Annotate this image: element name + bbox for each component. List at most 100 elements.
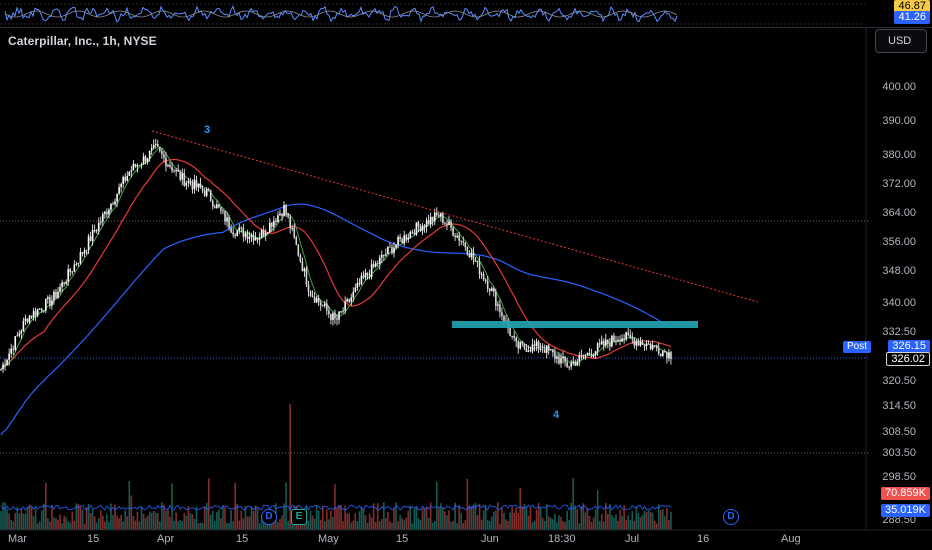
volume-bar [529,507,532,530]
candle-body [440,213,442,217]
volume-bar [458,505,460,530]
volume-bar [283,503,285,530]
candle-body [639,342,642,346]
volume-bar [154,512,157,530]
volume-bar [440,503,442,530]
candle-body [234,234,236,236]
volume-bar [24,513,27,530]
oscillator-value-top: 46.87 [894,0,930,13]
candle-body [326,303,328,311]
currency-button[interactable]: USD [875,29,927,53]
volume-bar [114,504,116,530]
volume-bar [191,514,194,530]
volume-bar [427,517,430,530]
volume-bar [368,513,371,530]
volume-bar [431,522,434,530]
candle-body [594,351,597,355]
volume-bar [134,520,137,530]
volume-ma-line [0,504,672,512]
volume-bar [102,515,104,530]
volume-bar [411,523,414,530]
candle-body [244,233,247,237]
candle-body [535,341,538,347]
volume-bar [181,521,184,530]
candle-body [576,361,579,366]
dividend-marker[interactable]: D [261,509,277,525]
candle-body [81,252,84,254]
candle-body [431,216,434,221]
earnings-marker[interactable]: E [291,509,307,525]
candle-body [513,335,515,338]
volume-bar [421,508,424,530]
volume-bar [482,510,485,530]
volume-bar [484,504,487,530]
volume-bar [395,502,397,530]
candle-body [167,165,169,167]
candle-body [150,147,153,151]
price-tick: 320.50 [882,375,916,387]
volume-bar [214,521,216,530]
candle-body [240,227,243,229]
volume-bar [662,509,664,530]
volume-bar [645,512,648,530]
price-tick: 380.00 [882,149,916,161]
volume-bar [570,502,572,530]
volume-bar [543,520,546,530]
volume-bar [533,520,536,530]
volume-bar [163,504,165,530]
volume-bar [161,502,163,530]
volume-bar [271,521,273,530]
candle-body [0,369,2,370]
resistance-zone[interactable] [452,321,698,328]
candle-body [102,214,104,222]
candle-body [354,287,357,292]
volume-bar [83,523,86,530]
volume-bar [171,483,173,530]
volume-bar [67,521,69,530]
volume-bar [81,509,84,530]
candle-body [556,356,558,359]
volume-bar [146,515,149,530]
descending-trendline[interactable] [151,130,759,303]
volume-bar [372,503,375,530]
candle-body [389,246,391,248]
candle-body [511,335,513,337]
candle-body [175,170,177,172]
candle-body [305,268,308,285]
volume-bar [12,521,15,530]
candle-body [181,173,184,180]
candle-body [77,262,80,265]
volume-bar [531,522,534,530]
candle-body [649,343,652,350]
dividend-marker[interactable]: D [723,509,739,525]
candle-body [248,236,251,239]
volume-bar [26,507,29,530]
volume-bar [216,511,218,530]
volume-bar [132,516,135,530]
candle-body [18,333,21,336]
volume-bar [552,519,554,530]
candle-body [605,339,607,346]
candle-body [342,310,344,312]
candle-body [338,311,340,320]
candle-body [401,238,403,244]
volume-bar [366,522,369,530]
candle-body [203,190,206,196]
candle-body [450,221,452,228]
volume-bar [138,521,141,530]
volume-bar [311,515,314,530]
candle-body [464,242,467,248]
volume-bar [319,519,322,530]
volume-bar [211,510,214,530]
candle-body [378,257,381,265]
volume-bar [350,522,353,530]
volume-bar [389,521,391,530]
candle-body [303,268,306,272]
volume-bar [623,505,625,530]
volume-bar [340,504,342,530]
symbol-title[interactable]: Caterpillar, Inc., 1h, NYSE [8,34,157,48]
volume-bar [99,510,102,530]
volume-bar [16,506,19,530]
volume-bar [307,520,310,530]
